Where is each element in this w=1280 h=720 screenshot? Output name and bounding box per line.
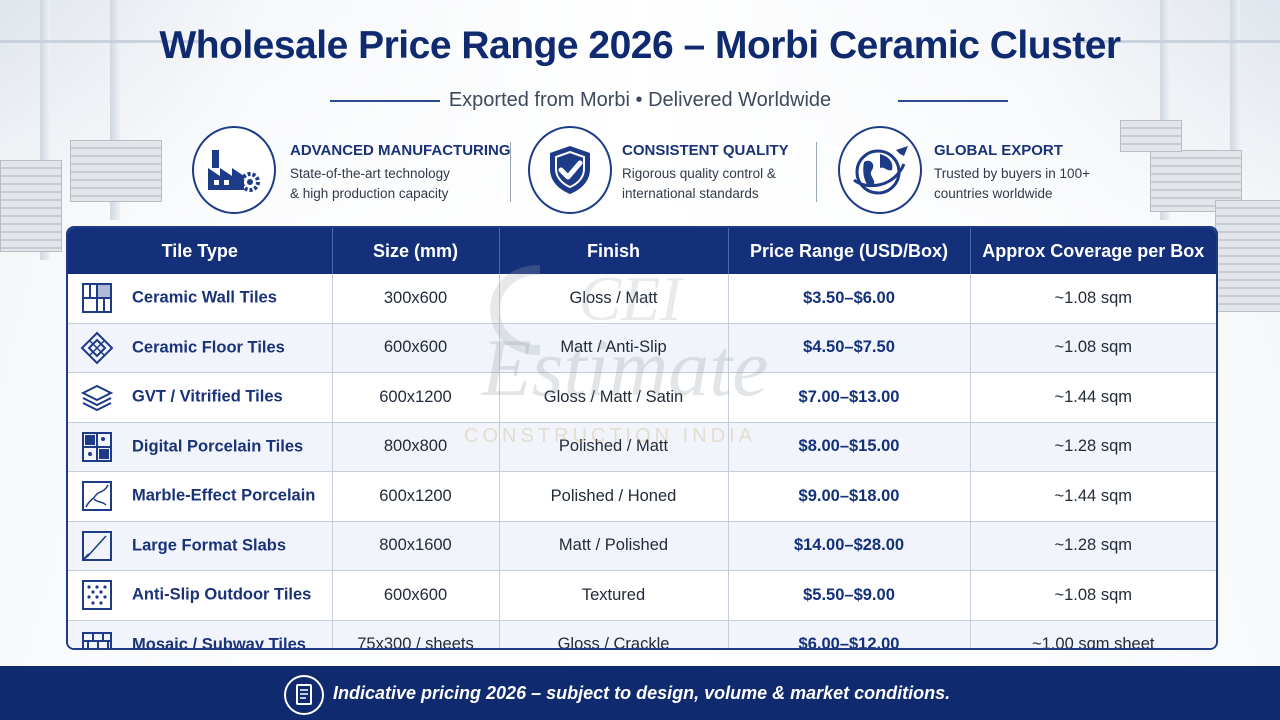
feature-divider <box>510 142 511 202</box>
table-row: Ceramic Wall Tiles 300x600 Gloss / Matt … <box>68 274 1216 324</box>
subtitle-rule-right <box>898 100 1008 102</box>
table-row: Large Format Slabs 800x1600 Matt / Polis… <box>68 521 1216 571</box>
page-title: Wholesale Price Range 2026 – Morbi Ceram… <box>159 24 1121 67</box>
subtitle: Exported from Morbi • Delivered Worldwid… <box>448 89 832 111</box>
coverage-cell: ~1.08 sqm <box>970 570 1216 621</box>
finish-cell: Gloss / Matt / Satin <box>499 372 729 423</box>
textured-tile-icon <box>82 580 112 611</box>
size-cell: 800x1600 <box>332 521 500 571</box>
tile-type-cell: GVT / Vitrified Tiles <box>68 372 333 423</box>
price-table-container: Tile Type Size (mm) Finish Price Range (… <box>66 226 1218 650</box>
background-column <box>110 0 120 220</box>
column-header-coverage: Approx Coverage per Box <box>970 228 1216 274</box>
coverage-cell: ~1.28 sqm <box>970 422 1216 472</box>
finish-cell: Gloss / Matt <box>499 274 729 324</box>
finish-cell: Polished / Honed <box>499 471 729 522</box>
finish-cell: Gloss / Crackle <box>499 620 729 648</box>
price-table: Tile Type Size (mm) Finish Price Range (… <box>68 228 1216 648</box>
tile-type-cell: Ceramic Wall Tiles <box>68 274 333 324</box>
tile-stack <box>1120 120 1182 152</box>
layers-icon <box>80 385 114 412</box>
size-cell: 300x600 <box>332 274 500 324</box>
background-column <box>1160 0 1170 220</box>
feature-description: State-of-the-art technology & high produc… <box>290 166 450 201</box>
tile-type-cell: Ceramic Floor Tiles <box>68 323 333 373</box>
background-beam <box>0 40 200 43</box>
tile-stack <box>1215 200 1280 312</box>
footer-bar: Indicative pricing 2026 – subject to des… <box>0 666 1280 720</box>
size-cell: 600x1200 <box>332 471 500 522</box>
feature-description: Trusted by buyers in 100+ countries world… <box>934 166 1090 201</box>
subtitle-rule-left <box>330 100 440 102</box>
coverage-cell: ~1.00 sqm sheet <box>970 620 1216 648</box>
column-header-tile-type: Tile Type <box>68 228 333 274</box>
wall-tile-icon <box>82 283 112 314</box>
feature-quality: CONSISTENT QUALITY Rigorous quality cont… <box>528 126 818 216</box>
tile-type-cell: Mosaic / Subway Tiles <box>68 620 333 648</box>
price-cell: $3.50–$6.00 <box>728 274 971 324</box>
floor-tile-icon <box>80 331 114 365</box>
background-column <box>40 0 50 260</box>
feature-strip: ADVANCED MANUFACTURING State-of-the-art … <box>190 126 1110 216</box>
footer-note: Indicative pricing 2026 – subject to des… <box>333 683 951 703</box>
feature-manufacturing: ADVANCED MANUFACTURING State-of-the-art … <box>192 126 511 216</box>
table-row: Marble-Effect Porcelain 600x1200 Polishe… <box>68 471 1216 522</box>
price-cell: $14.00–$28.00 <box>728 521 971 571</box>
size-cell: 600x600 <box>332 323 500 373</box>
column-header-finish: Finish <box>499 228 729 274</box>
brick-icon <box>82 631 112 648</box>
tile-stack <box>70 140 162 202</box>
feature-title: GLOBAL EXPORT <box>934 142 1063 159</box>
price-cell: $9.00–$18.00 <box>728 471 971 522</box>
shield-check-icon <box>528 126 612 214</box>
slab-icon <box>82 530 112 561</box>
feature-title: ADVANCED MANUFACTURING <box>290 142 511 159</box>
tile-type-cell: Digital Porcelain Tiles <box>68 422 333 472</box>
finish-cell: Matt / Anti-Slip <box>499 323 729 373</box>
column-header-price: Price Range (USD/Box) <box>728 228 971 274</box>
finish-cell: Textured <box>499 570 729 621</box>
background-beam <box>1080 40 1280 43</box>
finish-cell: Matt / Polished <box>499 521 729 571</box>
marble-icon <box>82 481 112 512</box>
feature-divider <box>816 142 817 202</box>
price-cell: $5.50–$9.00 <box>728 570 971 621</box>
coverage-cell: ~1.44 sqm <box>970 372 1216 423</box>
globe-plane-icon <box>838 126 922 214</box>
coverage-cell: ~1.08 sqm <box>970 323 1216 373</box>
table-row: GVT / Vitrified Tiles 600x1200 Gloss / M… <box>68 372 1216 423</box>
table-row: Digital Porcelain Tiles 800x800 Polished… <box>68 422 1216 472</box>
background-column <box>1230 0 1240 260</box>
price-cell: $7.00–$13.00 <box>728 372 971 423</box>
finish-cell: Polished / Matt <box>499 422 729 472</box>
size-cell: 75x300 / sheets <box>332 620 500 648</box>
feature-description: Rigorous quality control & international … <box>622 166 776 201</box>
size-cell: 600x600 <box>332 570 500 621</box>
price-cell: $8.00–$15.00 <box>728 422 971 472</box>
feature-title: CONSISTENT QUALITY <box>622 142 789 159</box>
tile-type-cell: Anti-Slip Outdoor Tiles <box>68 570 333 621</box>
price-cell: $6.00–$12.00 <box>728 620 971 648</box>
tile-type-cell: Large Format Slabs <box>68 521 333 571</box>
factory-icon <box>192 126 276 214</box>
document-icon <box>284 675 324 715</box>
table-row: Ceramic Floor Tiles 600x600 Matt / Anti-… <box>68 323 1216 373</box>
size-cell: 600x1200 <box>332 372 500 423</box>
feature-export: GLOBAL EXPORT Trusted by buyers in 100+ c… <box>838 126 1110 216</box>
tile-type-cell: Marble-Effect Porcelain <box>68 471 333 522</box>
coverage-cell: ~1.08 sqm <box>970 274 1216 324</box>
size-cell: 800x800 <box>332 422 500 472</box>
table-row: Mosaic / Subway Tiles 75x300 / sheets Gl… <box>68 620 1216 648</box>
coverage-cell: ~1.44 sqm <box>970 471 1216 522</box>
digital-tile-icon <box>82 431 112 462</box>
coverage-cell: ~1.28 sqm <box>970 521 1216 571</box>
price-cell: $4.50–$7.50 <box>728 323 971 373</box>
table-row: Anti-Slip Outdoor Tiles 600x600 Textured… <box>68 570 1216 621</box>
column-header-size: Size (mm) <box>332 228 500 274</box>
tile-stack <box>0 160 62 252</box>
table-header-row: Tile Type Size (mm) Finish Price Range (… <box>68 228 1216 274</box>
